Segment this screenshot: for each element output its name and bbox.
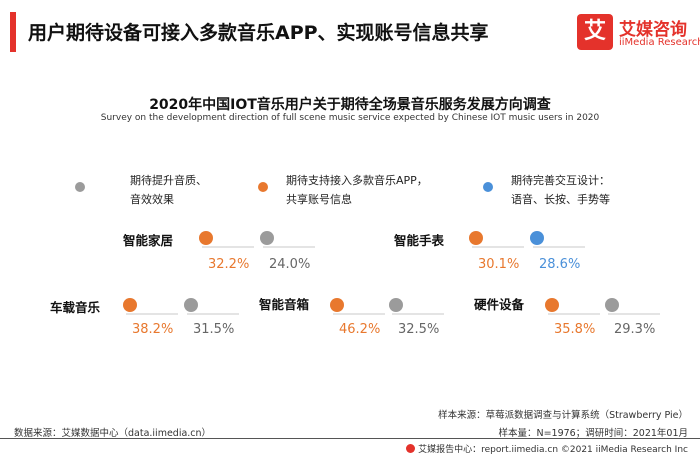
legend-label: 期待提升音质、: [130, 173, 207, 187]
legend-marker: [258, 182, 268, 192]
chart-subtitle: Survey on the development direction of f…: [100, 113, 600, 123]
legend-marker: [75, 182, 85, 192]
legend-label: 共享账号信息: [286, 192, 352, 206]
sample-size: 样本量：N=1976；调研时间：2021年01月: [498, 428, 688, 439]
data-point: [260, 231, 274, 245]
legend-label: 音效效果: [130, 192, 174, 206]
data-point: [330, 298, 344, 312]
group-label: 车载音乐: [50, 300, 101, 315]
data-point: [184, 298, 198, 312]
footer-divider: [0, 438, 700, 439]
data-label: 30.1%: [478, 257, 519, 272]
data-label: 46.2%: [339, 322, 380, 337]
logo-name-en: iiMedia Research: [619, 37, 700, 48]
legend-label: 期待支持接入多款音乐APP，: [286, 173, 428, 187]
data-label: 38.2%: [132, 322, 173, 337]
page-title: 用户期待设备可接入多款音乐APP、实现账号信息共享: [28, 22, 489, 44]
iimedia-logo: 艾 艾媒咨询 iiMedia Research: [577, 14, 700, 54]
legend-label: 语音、长按、手势等: [511, 192, 610, 206]
data-point: [123, 298, 137, 312]
chart-title: 2020年中国IOT音乐用户关于期待全场景音乐服务发展方向调查: [149, 97, 551, 113]
report-center-text: 艾媒报告中心：report.iimedia.cn ©2021 iiMedia R…: [418, 445, 688, 455]
data-label: 32.2%: [208, 257, 249, 272]
data-point: [530, 231, 544, 245]
data-point: [469, 231, 483, 245]
data-point: [389, 298, 403, 312]
data-label: 31.5%: [193, 322, 234, 337]
report-center: 艾媒报告中心：report.iimedia.cn ©2021 iiMedia R…: [406, 442, 688, 455]
logo-mark-icon: 艾: [577, 14, 613, 50]
data-point: [545, 298, 559, 312]
group-label: 硬件设备: [474, 297, 525, 312]
group-label: 智能手表: [393, 233, 445, 248]
header-accent: [10, 12, 16, 52]
data-label: 35.8%: [554, 322, 595, 337]
legend-label: 期待完善交互设计：: [511, 173, 610, 187]
group-label: 智能音箱: [258, 297, 310, 312]
data-point: [605, 298, 619, 312]
data-point: [199, 231, 213, 245]
legend-marker: [483, 182, 493, 192]
data-source: 数据来源：艾媒数据中心（data.iimedia.cn）: [14, 428, 212, 439]
logo-name-cn: 艾媒咨询: [619, 20, 687, 40]
data-label: 32.5%: [398, 322, 439, 337]
sample-source: 样本来源：草莓派数据调查与计算系统（Strawberry Pie）: [438, 410, 688, 421]
report-center-icon: [406, 444, 416, 453]
header-bar: 用户期待设备可接入多款音乐APP、实现账号信息共享: [0, 12, 560, 52]
data-label: 28.6%: [539, 257, 580, 272]
data-label: 29.3%: [614, 322, 655, 337]
group-label: 智能家居: [122, 233, 173, 248]
chart-canvas: 期待提升音质、音效效果 期待支持接入多款音乐APP， 共享账号信息 期待完善交互设计：…: [50, 173, 660, 337]
data-label: 24.0%: [269, 257, 310, 272]
